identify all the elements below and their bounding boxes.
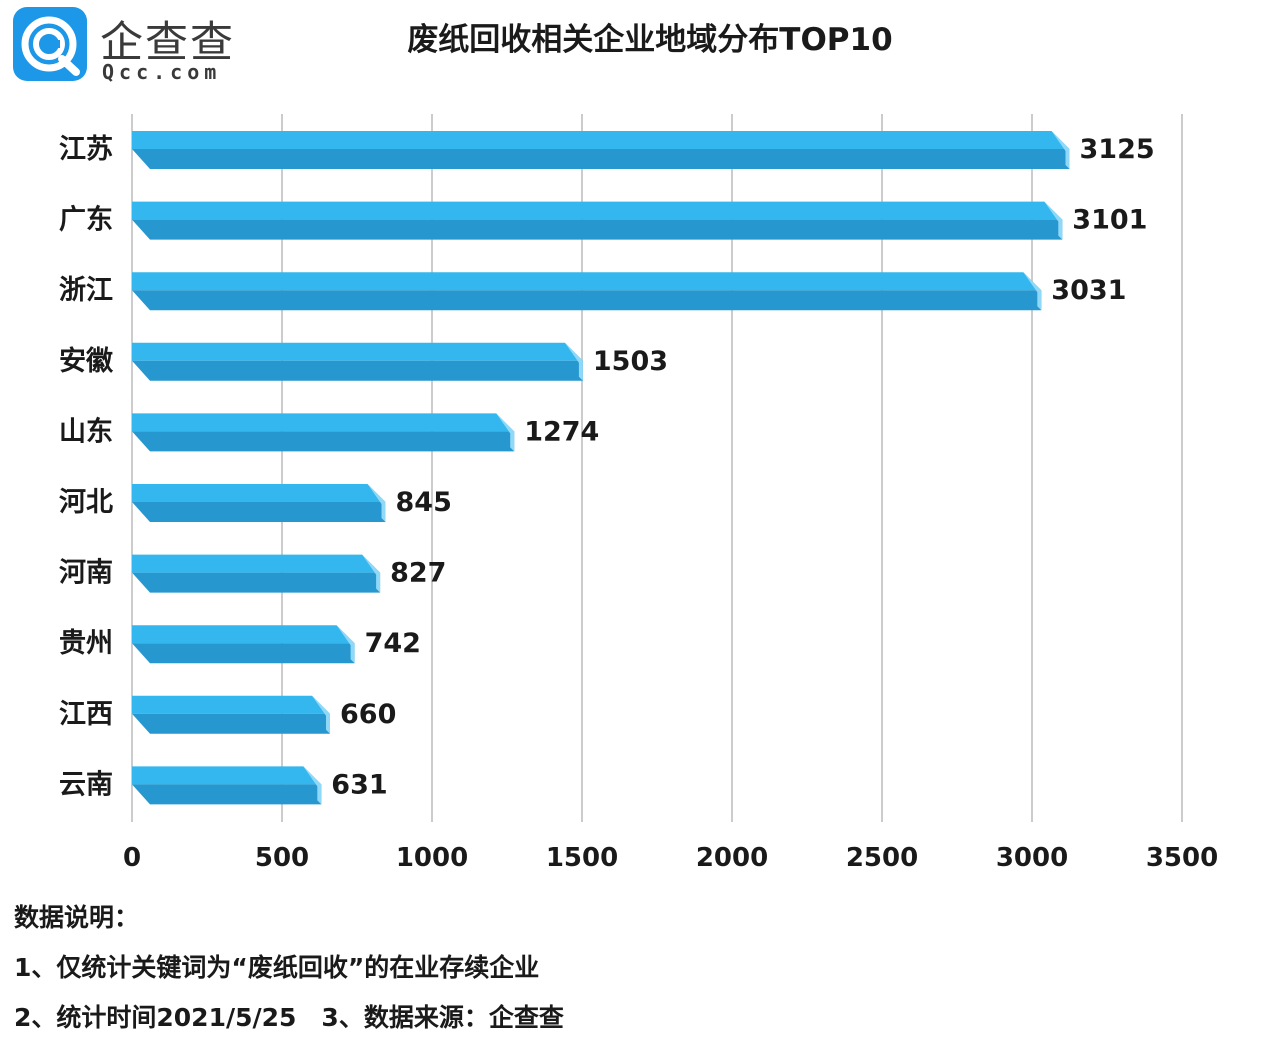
bar [132,131,1070,169]
x-tick-label: 500 [255,843,309,873]
data-notes: 数据说明： 1、仅统计关键词为“废纸回收”的在业存续企业 2、统计时间2021/… [14,898,1254,1048]
value-label: 827 [390,558,446,589]
value-label: 1503 [593,346,668,377]
bar-end-face [312,695,330,734]
bar-front-face [132,219,1063,240]
bar-end-face [362,554,381,593]
category-label: 河北 [59,487,113,518]
value-label: 3101 [1072,205,1147,236]
chart-title: 废纸回收相关企业地域分布TOP10 [407,22,893,58]
bar-front-face [132,360,583,381]
bar-end-face [367,484,386,522]
bar-front-face [132,713,330,734]
category-label: 安徽 [59,346,114,377]
bar-end-face [303,766,322,805]
bar [132,766,322,805]
bar-top-face [132,201,1063,220]
bar-top-face [132,413,515,432]
category-label: 云南 [59,769,113,800]
value-label: 742 [365,628,421,659]
value-label: 660 [340,699,396,730]
value-labels: 3125 3101 3031 1503 1274 845 827 742 660 631 [331,134,1154,800]
bar-end-face [496,413,515,452]
bar [132,625,355,664]
bar-front-face [132,290,1042,311]
notes-line-2: 2、统计时间2021/5/25 3、数据来源：企查查 [14,1003,564,1032]
x-tick-label: 3500 [1146,843,1218,873]
bars [132,131,1070,805]
value-label: 1274 [524,416,599,447]
x-tick-label: 3000 [996,843,1068,873]
category-label: 广东 [59,204,113,236]
x-tick-label: 1000 [396,843,468,873]
logo-name-en: Qcc.com [102,60,222,84]
bar-top-face [132,695,330,714]
bar-front-face [132,572,381,593]
value-label: 3031 [1051,275,1126,306]
category-label: 江西 [59,699,113,730]
category-label: 河南 [59,558,113,589]
notes-heading: 数据说明： [14,903,140,932]
bar-front-face [132,149,1070,169]
category-label: 浙江 [59,275,113,306]
bar-top-face [132,554,381,573]
bar [132,554,381,593]
category-label: 江苏 [59,134,113,165]
notes-line-1: 1、仅统计关键词为“废纸回收”的在业存续企业 [14,953,540,982]
x-tick-labels: 0 500 1000 1500 2000 2500 3000 3500 [123,843,1218,873]
bar-end-face [1044,201,1063,240]
bar-front-face [132,643,355,664]
bar [132,342,583,381]
bar-end-face [1051,131,1070,169]
category-label: 山东 [59,415,113,447]
bar-front-face [132,431,515,452]
bar [132,695,330,734]
bar-top-face [132,272,1042,291]
qcc-logo: 企查查 Qcc.com [12,6,242,86]
bar-top-face [132,484,386,502]
bar-end-face [1023,272,1042,311]
bar-top-face [132,342,583,361]
bar-end-face [336,625,355,664]
bar [132,413,515,452]
bar-front-face [132,784,322,805]
x-tick-label: 2500 [846,843,918,873]
value-label: 631 [331,769,387,800]
x-tick-label: 0 [123,843,141,873]
value-label: 845 [396,487,452,518]
logo-name-cn: 企查查 [100,18,235,68]
bar [132,484,386,522]
bar-top-face [132,766,322,785]
category-label: 贵州 [59,628,113,659]
qcc-logo-icon [13,7,87,81]
x-tick-label: 1500 [546,843,618,873]
value-label: 3125 [1080,134,1155,165]
bar-top-face [132,131,1070,149]
bar-top-face [132,625,355,644]
bar [132,201,1063,240]
x-tick-label: 2000 [696,843,768,873]
bar-front-face [132,502,386,522]
bar [132,272,1042,311]
bar-end-face [564,342,583,381]
